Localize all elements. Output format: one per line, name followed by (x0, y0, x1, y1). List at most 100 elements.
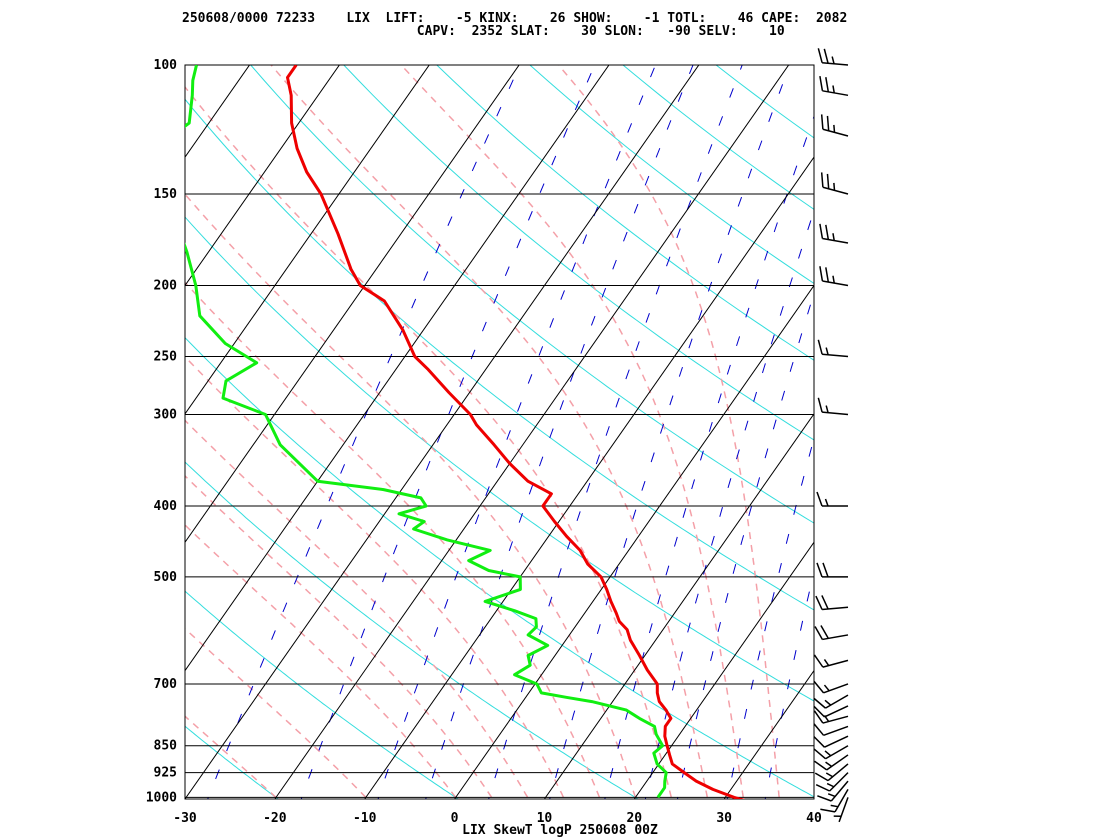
dry-adiabat-line (436, 65, 814, 361)
wind-barb-staff (822, 659, 849, 668)
isotherm-line (274, 65, 790, 799)
isotherm-line (813, 798, 814, 799)
mixing-ratio-line (676, 291, 814, 799)
temperature-tick-label: -10 (353, 811, 377, 826)
isotherm-line (185, 65, 610, 672)
wind-barb-staff (822, 90, 849, 97)
wind-barb-half-flag (833, 182, 836, 191)
temperature-tick-label: 40 (806, 811, 822, 826)
wind-barb-flag (814, 626, 824, 640)
wind-barb (813, 723, 849, 737)
isotherm-line (185, 65, 251, 159)
wind-barb-flag (822, 562, 829, 578)
wind-barb-flag (825, 267, 830, 283)
wind-barb-staff (824, 735, 849, 748)
isotherms (0, 49, 1120, 799)
header-line-2: CAPV: 2352 SLAT: 30 SLON: -90 SELV: 10 (182, 24, 785, 39)
wind-barb-half-flag (823, 684, 830, 692)
mixing-ratio-line (644, 209, 814, 799)
wind-barb-flag (825, 77, 830, 92)
wind-barb (816, 562, 848, 578)
wind-barb-flag (813, 705, 825, 718)
temperature-tick-label: 0 (451, 811, 459, 826)
isotherm-line (185, 65, 700, 799)
wind-barb-half-flag (825, 761, 833, 768)
wind-barb-flag (817, 339, 823, 355)
wind-barb (813, 745, 849, 760)
wind-barb-staff (830, 780, 849, 802)
wind-barb-flag (813, 697, 826, 709)
wind-barb (815, 772, 849, 792)
wind-barb-flag (815, 595, 823, 610)
dry-adiabat-line (185, 216, 814, 702)
temperature-tick-label: -20 (263, 811, 287, 826)
wind-barb-flag (813, 654, 824, 668)
wind-barb-staff (827, 763, 849, 782)
pressure-tick-label: 100 (154, 58, 178, 73)
dry-adiabat-line (250, 65, 814, 524)
wind-barb-flag (817, 48, 823, 63)
dry-adiabat-line (0, 32, 107, 807)
dry-adiabat-line (185, 98, 814, 611)
wind-barb-flag (813, 723, 825, 736)
temperature-tick-label: 10 (537, 811, 553, 826)
temperature-tick-label: 30 (716, 811, 732, 826)
pressure-tick-label: 700 (154, 677, 178, 692)
wind-barb-half-flag (830, 804, 839, 808)
pressure-tick-label: 1000 (146, 790, 177, 805)
wind-barb (820, 788, 849, 813)
dry-adiabat-line (343, 65, 814, 441)
wind-barb (819, 266, 849, 287)
wind-barb-staff (829, 772, 849, 792)
wind-barb-flag (820, 172, 824, 188)
dry-adiabats (0, 32, 814, 807)
wind-barb-staff (822, 411, 849, 416)
wind-barb-half-flag (832, 275, 835, 284)
wind-barb-flag (813, 736, 825, 748)
wind-barb (820, 172, 849, 195)
wind-barb (814, 763, 849, 782)
wind-barb-staff (825, 745, 849, 760)
wind-barb-staff (822, 353, 849, 358)
pressure-tick-label: 850 (154, 739, 178, 754)
wind-barb-staff (822, 634, 849, 641)
wind-barb (814, 754, 849, 771)
mixing-ratio-line (549, 65, 791, 799)
temperature-tick-label: -30 (173, 811, 197, 826)
wind-barb-flag (819, 76, 824, 91)
isotherm-line (0, 49, 81, 799)
pressure-tick-label: 250 (154, 349, 178, 364)
moist-adiabat-line (185, 715, 277, 798)
wind-barb-half-flag (831, 56, 835, 64)
wind-barb-flag (826, 115, 830, 131)
isotherm-line (633, 541, 814, 799)
wind-barb (813, 694, 849, 709)
isotherm-line (0, 49, 171, 799)
isotherm-line (185, 65, 520, 544)
wind-barb (813, 705, 849, 718)
wind-barb-staff (823, 683, 849, 694)
header-line-1: 250608/0000 72233 LIX LIFT: -5 KINX: 26 … (182, 11, 847, 26)
wind-barb-staff (823, 725, 849, 737)
wind-barb-half-flag (824, 699, 832, 706)
moist-adiabat-line (185, 355, 565, 798)
wind-barb (813, 654, 849, 668)
wind-barb (814, 625, 849, 641)
wind-barbs (813, 48, 849, 823)
dry-adiabat-line (185, 590, 460, 799)
wind-barb-half-flag (827, 793, 836, 798)
moist-adiabats (185, 65, 780, 798)
wind-barb (813, 680, 849, 694)
dewpoint-profile (185, 65, 668, 799)
wind-barb-half-flag (825, 405, 829, 413)
wind-barb-staff (838, 797, 849, 823)
isotherm-line (904, 49, 1120, 799)
isotherm-line (185, 65, 430, 415)
wind-barb-flag (817, 795, 832, 802)
wind-barb-staff (826, 754, 849, 771)
isotherm-line (723, 669, 814, 799)
wind-barb-staff (822, 237, 849, 244)
wind-barb-half-flag (825, 772, 834, 778)
wind-barb (817, 339, 849, 358)
